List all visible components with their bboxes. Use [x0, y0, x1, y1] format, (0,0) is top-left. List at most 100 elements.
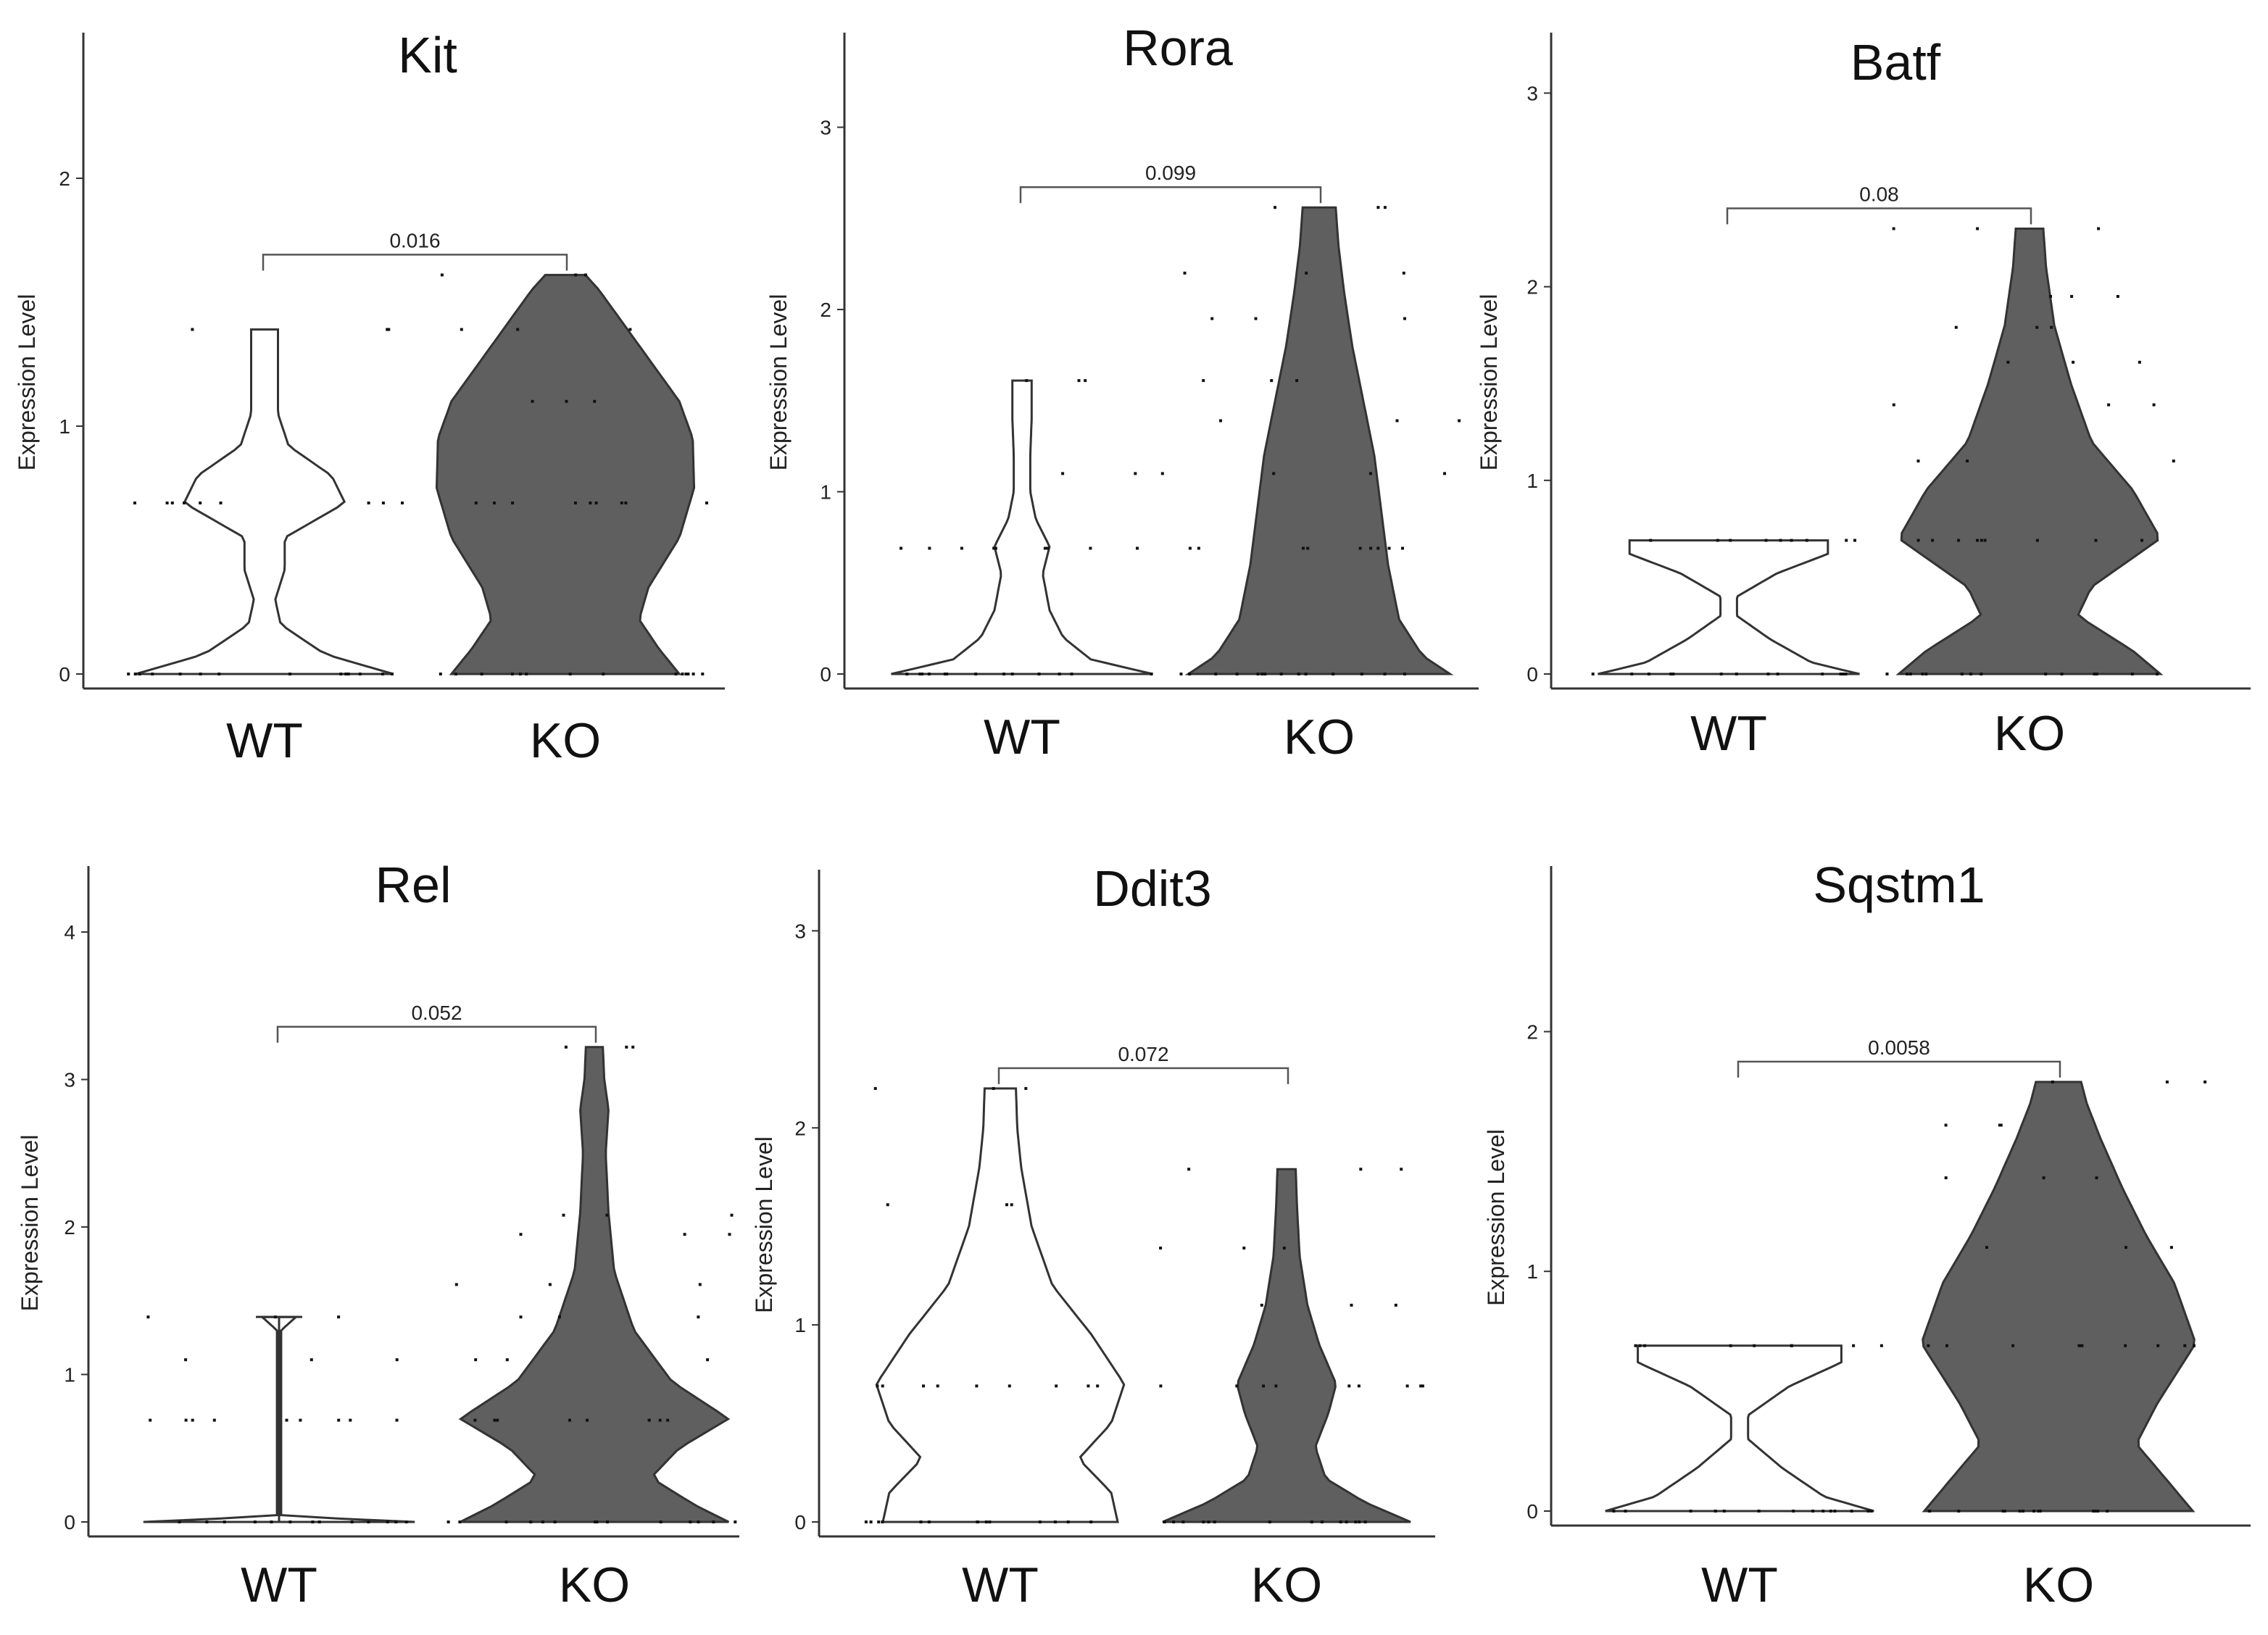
data-point	[1638, 1344, 1642, 1347]
data-point	[1879, 1344, 1883, 1347]
data-point	[1387, 546, 1391, 550]
data-point	[1852, 1344, 1856, 1347]
data-point	[928, 546, 931, 550]
data-point	[701, 673, 705, 675]
data-point	[1916, 538, 1920, 542]
y-tick-label: 1	[64, 1364, 75, 1386]
data-point	[1906, 673, 1909, 675]
data-point	[516, 328, 520, 331]
data-point	[1443, 472, 1446, 475]
data-point	[1892, 227, 1895, 230]
data-point	[170, 502, 174, 504]
data-point	[1038, 1520, 1042, 1523]
data-point	[1089, 1520, 1093, 1523]
data-point	[974, 673, 978, 675]
data-point	[1061, 472, 1065, 475]
y-tick-label: 0	[59, 663, 70, 686]
data-point	[1197, 546, 1200, 550]
y-axis-label: Expression Level	[14, 294, 40, 471]
data-point	[387, 328, 391, 331]
data-point	[253, 1520, 257, 1523]
panel-title: Batf	[1850, 34, 1941, 91]
data-point	[877, 1520, 881, 1523]
data-point	[1304, 673, 1308, 675]
data-point	[1928, 1510, 1932, 1513]
data-point	[1077, 379, 1081, 383]
x-category-label: KO	[2023, 1557, 2094, 1613]
data-point	[1025, 379, 1029, 383]
data-point	[2124, 1246, 2127, 1249]
data-point	[1764, 538, 1768, 542]
data-point	[1822, 1510, 1825, 1513]
data-point	[2080, 1344, 2084, 1347]
data-point	[1839, 673, 1843, 675]
data-point	[1181, 1520, 1185, 1523]
data-point	[344, 673, 348, 675]
data-point	[1136, 546, 1139, 550]
y-tick-label: 2	[1526, 1020, 1538, 1043]
y-tick-label: 3	[794, 920, 806, 942]
data-point	[460, 328, 463, 331]
data-point	[133, 673, 137, 675]
data-point	[270, 1520, 273, 1523]
data-point	[1776, 673, 1779, 675]
data-point	[1790, 538, 1793, 542]
data-point	[349, 1418, 352, 1422]
data-point	[1188, 673, 1192, 675]
data-point	[1931, 538, 1935, 542]
data-point	[1279, 673, 1283, 675]
y-axis-label: Expression Level	[1476, 294, 1502, 471]
data-point	[1689, 1510, 1692, 1513]
data-point	[1591, 673, 1595, 675]
data-point	[1219, 419, 1222, 423]
data-point	[480, 673, 483, 675]
y-tick-label: 2	[64, 1216, 75, 1239]
data-point	[1419, 1384, 1423, 1388]
data-point	[683, 1233, 686, 1236]
data-point	[1024, 1086, 1028, 1090]
data-point	[1976, 538, 1979, 542]
y-tick-label: 0	[1526, 1500, 1538, 1523]
data-point	[1980, 673, 1983, 675]
p-value-label: 0.072	[1118, 1043, 1168, 1065]
data-point	[1634, 1344, 1637, 1347]
data-point	[394, 1520, 398, 1523]
data-point	[1985, 1246, 1988, 1249]
data-point	[219, 502, 223, 504]
data-point	[1945, 1344, 1948, 1347]
data-point	[2130, 673, 2134, 675]
data-point	[339, 673, 343, 675]
data-point	[2044, 673, 2048, 675]
data-point	[1841, 673, 1845, 675]
data-point	[2165, 1080, 2169, 1083]
data-point	[2042, 1176, 2045, 1180]
data-point	[511, 502, 515, 504]
data-point	[1260, 673, 1264, 675]
p-value-label: 0.099	[1145, 162, 1196, 184]
data-point	[994, 546, 997, 550]
data-point	[1612, 1510, 1616, 1513]
data-point	[1980, 538, 1983, 542]
data-point	[367, 1520, 370, 1523]
data-point	[686, 673, 690, 675]
data-point	[589, 502, 592, 504]
data-point	[386, 1520, 389, 1523]
data-point	[2193, 1344, 2196, 1347]
data-point	[1159, 1247, 1163, 1250]
data-point	[988, 1520, 992, 1523]
data-point	[1297, 673, 1300, 675]
data-point	[1010, 673, 1014, 675]
data-point	[881, 1520, 884, 1523]
data-point	[358, 673, 362, 675]
data-point	[1058, 673, 1061, 675]
data-point	[1043, 546, 1047, 550]
data-point	[367, 502, 370, 504]
data-point	[1183, 271, 1187, 275]
data-point	[689, 1520, 692, 1523]
data-point	[1829, 1510, 1832, 1513]
data-point	[1966, 459, 1969, 463]
data-point	[1421, 1384, 1424, 1388]
data-point	[474, 502, 478, 504]
data-point	[1944, 1176, 1948, 1180]
data-point	[2097, 227, 2101, 230]
